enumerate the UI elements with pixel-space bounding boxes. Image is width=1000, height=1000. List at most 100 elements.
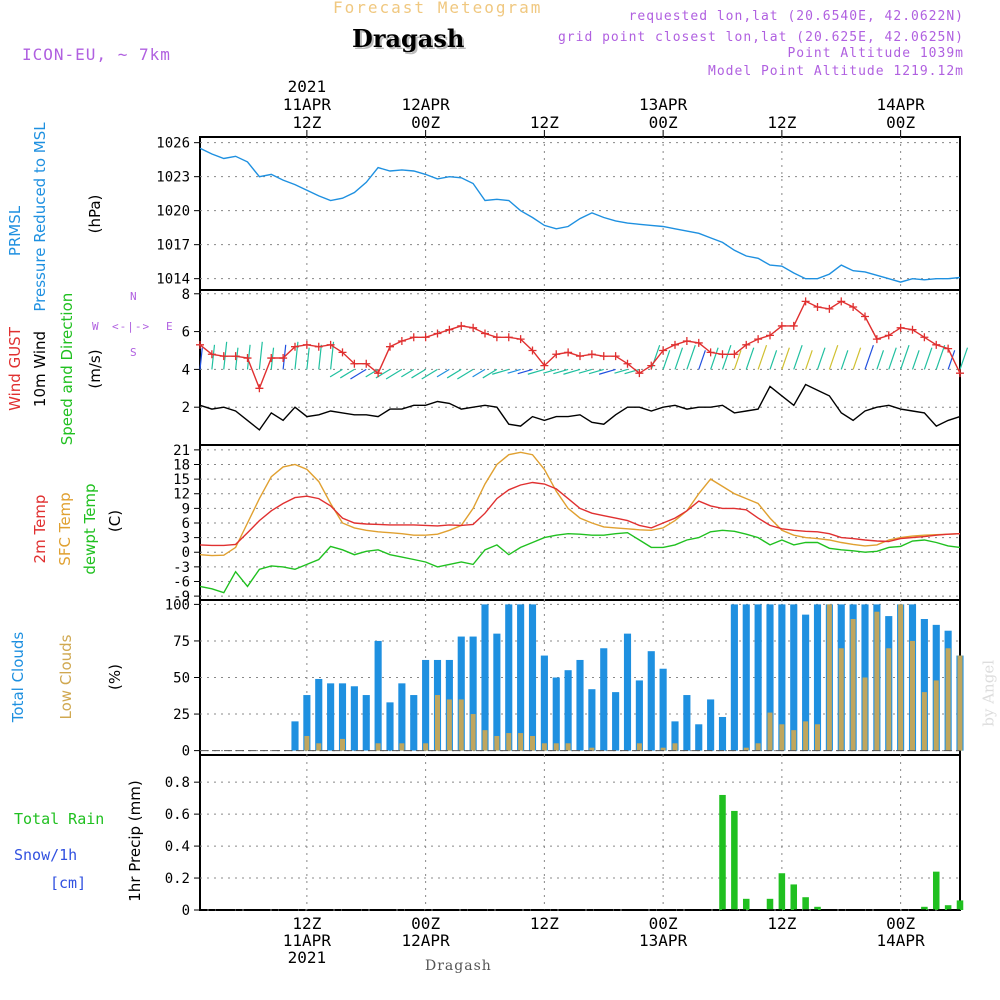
rain-bar — [956, 900, 964, 910]
ytick-label: 6 — [182, 325, 190, 341]
compass-n: N — [130, 290, 137, 303]
wind-gust-point — [338, 348, 347, 357]
total-cloud-bar — [612, 692, 620, 751]
low-cloud-bar — [518, 733, 524, 751]
wind-gust-point — [409, 333, 418, 342]
model-altitude: Model Point Altitude 1219.12m — [708, 64, 964, 79]
wind-arrow — [805, 350, 813, 370]
total-cloud-bar — [481, 604, 489, 751]
low-cloud-bar — [541, 743, 547, 751]
wind-arrow — [757, 344, 768, 370]
wind-10m-line — [199, 383, 961, 431]
low-cloud-bar — [458, 699, 464, 751]
low-cloud-bar — [874, 611, 880, 751]
bottom-tick-label: 13APR — [639, 931, 688, 950]
wind-arrow — [888, 347, 897, 370]
wind-gust-point — [267, 354, 276, 363]
wind-gust-point — [219, 352, 228, 361]
wind-gust-point — [350, 359, 359, 368]
wind-gust-point — [801, 297, 810, 306]
wind-arrow — [446, 368, 462, 379]
total-cloud-bar — [600, 648, 608, 751]
wind-arrow — [721, 344, 732, 370]
wind-arrow — [507, 368, 521, 374]
wind-gust-point — [540, 361, 549, 370]
wind-arrow — [598, 368, 616, 375]
wind-arrow — [199, 347, 203, 370]
ytick-label: 75 — [173, 634, 190, 650]
ytick-label: 0.4 — [165, 839, 190, 855]
total-cloud-bar — [576, 659, 584, 751]
wind-gust-point — [730, 350, 739, 359]
wind-gust-point — [207, 350, 216, 359]
wind-gust-point — [920, 333, 929, 342]
top-tick-label: 11APR — [283, 95, 332, 114]
wind-arrow — [365, 368, 379, 378]
low-cloud-bar — [553, 743, 559, 751]
wind-gust-point — [231, 352, 240, 361]
footer-station: Dragash — [425, 958, 492, 974]
wind-gust-point — [397, 337, 406, 346]
ytick-label: 1020 — [156, 204, 190, 220]
low-cloud-bar — [767, 712, 773, 751]
top-tick-label: 00Z — [411, 113, 440, 132]
total-cloud-bar — [671, 721, 679, 751]
wind-arrow — [745, 347, 755, 370]
low-cloud-bar — [494, 735, 500, 751]
wind-gust-point — [718, 350, 727, 359]
low-cloud-bar — [815, 724, 820, 751]
label-snow: Snow/1h — [14, 846, 78, 864]
wind-gust-point — [552, 350, 561, 359]
wind-arrow — [947, 350, 956, 370]
wind-arrow — [543, 368, 557, 374]
ytick-label: -6 — [173, 574, 190, 590]
wind-arrow — [553, 368, 569, 375]
ytick-label: 1014 — [156, 272, 190, 288]
wind-arrow — [588, 368, 604, 375]
wind-gust-point — [302, 340, 311, 349]
total-cloud-bar — [493, 633, 501, 751]
wind-arrow — [329, 368, 343, 378]
ytick-label: 3 — [182, 531, 190, 547]
bottom-tick-label: 00Z — [411, 914, 440, 933]
ytick-label: 0.2 — [165, 871, 190, 887]
requested-coords: requested lon,lat (20.6540E, 42.0622N) — [628, 9, 964, 24]
wind-gust-point — [825, 304, 834, 313]
total-cloud-bar — [790, 604, 798, 751]
wind-gust-point — [576, 352, 584, 361]
total-cloud-bar — [303, 695, 311, 751]
wind-gust-point — [457, 321, 466, 330]
bottom-tick-label: 2021 — [288, 948, 327, 967]
wind-arrow — [246, 344, 251, 370]
wind-gust-point — [279, 354, 288, 363]
wind-gust-point — [694, 338, 703, 347]
total-cloud-bar — [338, 683, 347, 751]
top-tick-label: 00Z — [649, 113, 678, 132]
low-cloud-bar — [530, 735, 535, 751]
total-cloud-bar — [683, 695, 691, 751]
wind-arrow — [959, 347, 969, 370]
wind-gust-point — [599, 352, 608, 361]
wind-arrow — [624, 368, 640, 375]
low-cloud-bar — [506, 733, 512, 751]
total-cloud-bar — [505, 604, 513, 751]
low-cloud-bar — [660, 747, 666, 751]
sfc-temp-line — [199, 451, 961, 557]
total-cloud-bar — [422, 659, 430, 751]
wind-gust-point — [255, 384, 264, 393]
model-label: ICON-EU, ~ 7km — [22, 45, 171, 64]
wind-gust-point — [861, 312, 869, 321]
total-cloud-bar — [315, 678, 323, 751]
total-cloud-bar — [635, 680, 643, 751]
compass-w: W — [92, 320, 99, 333]
wind-gust-point — [196, 340, 204, 349]
wind-arrow — [710, 347, 719, 370]
chart-title: Dragash — [352, 24, 465, 53]
low-cloud-bar — [910, 640, 915, 751]
wind-arrow — [457, 368, 474, 380]
ytick-label: 0 — [182, 744, 190, 760]
panel-frame-4 — [199, 754, 961, 911]
ytick-label: 15 — [173, 472, 190, 488]
low-cloud-bar — [446, 699, 452, 751]
